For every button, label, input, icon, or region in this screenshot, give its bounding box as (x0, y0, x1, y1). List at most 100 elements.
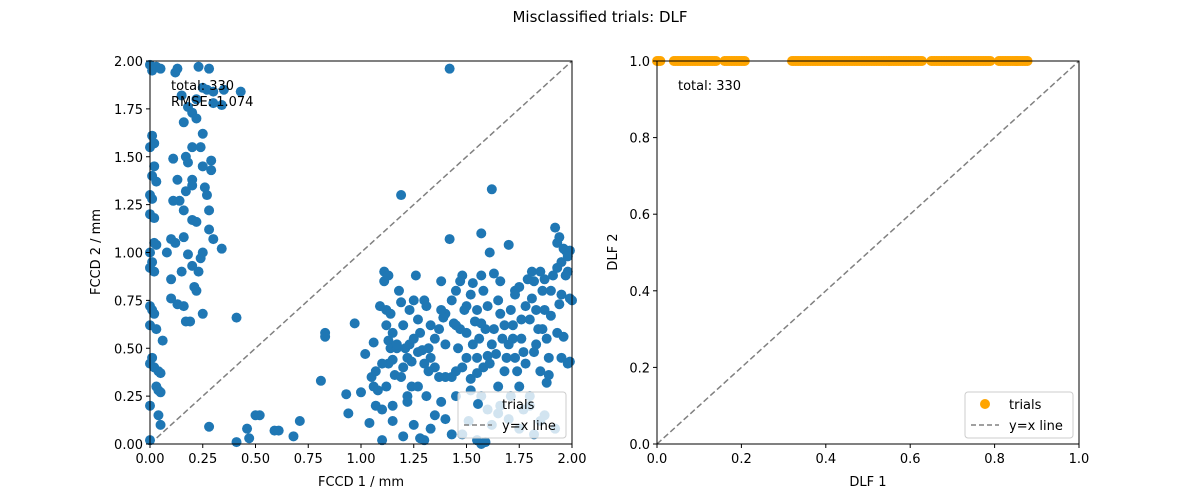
data-point (387, 416, 398, 427)
data-point (343, 408, 354, 419)
data-point (191, 94, 202, 105)
data-point (537, 285, 548, 296)
data-point (493, 381, 504, 392)
data-point (436, 276, 447, 287)
data-point (161, 247, 172, 258)
data-point (155, 419, 166, 430)
data-point (450, 320, 461, 331)
x-tick-label: 0.0 (647, 452, 668, 467)
reference-line-yx (149, 60, 573, 445)
data-point (516, 314, 527, 325)
y-tick-label: 0.0 (629, 438, 650, 453)
data-point (421, 301, 432, 312)
x-axis-label: FCCD 1 / mm (318, 475, 404, 490)
legend-label-trials: trials (1009, 398, 1042, 413)
data-point (476, 270, 487, 281)
data-point (294, 416, 305, 427)
x-tick-label: 1.0 (1069, 452, 1090, 467)
data-point (315, 375, 326, 386)
y-tick-label: 2.00 (114, 55, 143, 70)
data-point (472, 352, 483, 363)
data-point (516, 333, 527, 344)
data-point (562, 251, 573, 262)
legend: trials y=x line (457, 391, 567, 439)
data-point (415, 327, 426, 338)
data-point (151, 176, 162, 187)
data-point (501, 352, 512, 363)
data-point (425, 423, 436, 434)
data-point (488, 324, 499, 335)
data-point (204, 63, 215, 74)
data-point (197, 161, 208, 172)
data-point (372, 385, 383, 396)
data-point (524, 314, 535, 325)
data-point (482, 301, 493, 312)
data-point (556, 352, 567, 363)
data-point (461, 352, 472, 363)
data-point (383, 335, 394, 346)
data-point (465, 373, 476, 384)
data-point (149, 308, 160, 319)
data-point (204, 224, 215, 235)
data-point (436, 396, 447, 407)
y-tick-label: 0.00 (114, 438, 143, 453)
chart-right: 0.0 0.2 0.4 0.6 0.8 1.0 0.0 0.2 0.4 0.6 0.8 1.0 DL… (606, 55, 1089, 490)
data-point (149, 161, 160, 172)
data-point (398, 320, 409, 331)
data-point (457, 270, 468, 281)
legend-label-yx: y=x line (502, 419, 556, 434)
data-point (440, 414, 451, 425)
data-point (170, 237, 181, 248)
data-point (383, 270, 394, 281)
x-tick-label: 0.6 (900, 452, 921, 467)
data-point (193, 61, 204, 72)
data-point (493, 295, 504, 306)
data-point (467, 339, 478, 350)
data-point (408, 419, 419, 430)
data-point (484, 358, 495, 369)
data-point (507, 320, 518, 331)
x-tick-label: 1.00 (347, 452, 376, 467)
data-point (510, 289, 521, 300)
data-point (503, 339, 514, 350)
data-point (197, 128, 208, 139)
data-point (425, 352, 436, 363)
data-point (499, 366, 510, 377)
data-point (201, 190, 212, 201)
data-point (467, 278, 478, 289)
data-point (520, 358, 531, 369)
data-point (406, 356, 417, 367)
data-point (147, 193, 158, 204)
x-tick-label: 2.00 (558, 452, 587, 467)
data-point (412, 381, 423, 392)
data-point (491, 349, 502, 359)
y-tick-label: 0.4 (629, 285, 650, 300)
data-point (149, 266, 160, 277)
data-point (208, 234, 219, 245)
data-point (425, 320, 436, 331)
data-point (478, 285, 489, 296)
y-tick-label: 1.50 (114, 151, 143, 166)
data-point (552, 262, 563, 273)
data-point (385, 308, 396, 319)
x-tick-label: 1.50 (452, 452, 481, 467)
data-point (398, 362, 409, 373)
data-point (204, 205, 215, 216)
data-point (356, 387, 366, 398)
data-point (444, 63, 455, 74)
data-point (157, 335, 168, 346)
data-point (444, 234, 455, 245)
data-point (545, 285, 556, 296)
legend-label-trials: trials (502, 398, 535, 413)
data-point (199, 182, 210, 193)
data-point (408, 295, 419, 306)
data-point (510, 352, 521, 363)
x-tick-label: 0.25 (188, 452, 217, 467)
data-point (377, 435, 388, 446)
data-point (446, 429, 457, 440)
y-tick-label: 1.00 (114, 247, 143, 262)
data-point (195, 142, 206, 153)
data-point (176, 266, 187, 277)
data-point (396, 297, 407, 308)
